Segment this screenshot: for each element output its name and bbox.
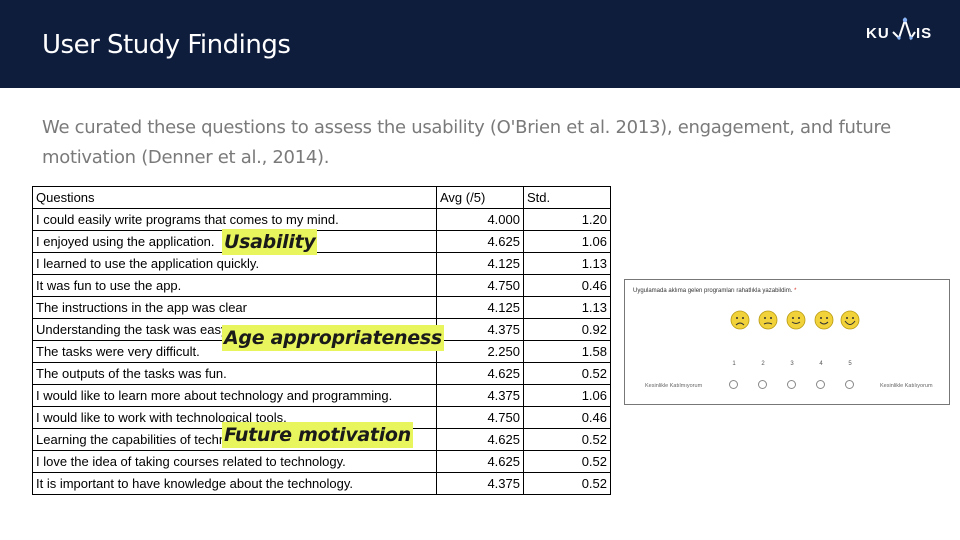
rating-radio[interactable] bbox=[729, 380, 738, 389]
question-cell: It is important to have knowledge about … bbox=[32, 472, 437, 495]
smile-face-icon bbox=[814, 310, 834, 330]
table-row: I could easily write programs that comes… bbox=[32, 208, 611, 231]
scale-number: 1 bbox=[732, 361, 736, 367]
question-cell: I could easily write programs that comes… bbox=[32, 208, 437, 231]
table-row: The outputs of the tasks was fun. 4.625 0.… bbox=[32, 362, 611, 385]
rating-radio[interactable] bbox=[787, 380, 796, 389]
age-appropriateness-tag: Age appropriateness bbox=[222, 325, 444, 351]
kuis-logo: KU IS bbox=[866, 16, 932, 42]
table-row: I would like to learn more about technol… bbox=[32, 384, 611, 407]
std-cell: 1.13 bbox=[523, 296, 611, 319]
table-row: I learned to use the application quickly… bbox=[32, 252, 611, 275]
question-cell: I learned to use the application quickly… bbox=[32, 252, 437, 275]
std-cell: 0.52 bbox=[523, 472, 611, 495]
scale-number: 5 bbox=[848, 361, 852, 367]
question-cell: I would like to learn more about technol… bbox=[32, 384, 437, 407]
table-row: I enjoyed using the application. 4.625 1.0… bbox=[32, 230, 611, 253]
table-row: It was fun to use the app. 4.750 0.46 bbox=[32, 274, 611, 297]
std-cell: 0.46 bbox=[523, 406, 611, 429]
left-anchor-label: Kesinlikle Katılmıyorum bbox=[645, 383, 703, 389]
table-row: It is important to have knowledge about … bbox=[32, 472, 611, 495]
survey-screenshot: Uygulamada aklıma gelen programları raha… bbox=[624, 279, 950, 405]
very-sad-face-icon bbox=[730, 310, 750, 330]
slide-subtitle: We curated these questions to assess the… bbox=[42, 117, 891, 168]
header-questions: Questions bbox=[32, 186, 437, 209]
std-cell: 0.52 bbox=[523, 428, 611, 451]
avg-cell: 4.750 bbox=[436, 406, 524, 429]
scale-number: 3 bbox=[790, 361, 794, 367]
slide-title: User Study Findings bbox=[42, 30, 291, 60]
question-cell: I love the idea of taking courses relate… bbox=[32, 450, 437, 473]
survey-question: Uygulamada aklıma gelen programları raha… bbox=[633, 288, 797, 294]
std-cell: 1.06 bbox=[523, 384, 611, 407]
slide-header: User Study Findings KU IS bbox=[0, 0, 960, 88]
avg-cell: 4.375 bbox=[436, 472, 524, 495]
neutral-smile-face-icon bbox=[786, 310, 806, 330]
avg-cell: 2.250 bbox=[436, 340, 524, 363]
std-cell: 1.58 bbox=[523, 340, 611, 363]
std-cell: 0.92 bbox=[523, 318, 611, 341]
future-motivation-tag: Future motivation bbox=[222, 422, 413, 448]
question-cell: The outputs of the tasks was fun. bbox=[32, 362, 437, 385]
sad-face-icon bbox=[758, 310, 778, 330]
usability-tag: Usability bbox=[222, 229, 318, 255]
header-avg: Avg (/5) bbox=[436, 186, 524, 209]
table-row: I love the idea of taking courses relate… bbox=[32, 450, 611, 473]
avg-cell: 4.125 bbox=[436, 252, 524, 275]
right-anchor-label: Kesinlikle Katılıyorum bbox=[880, 383, 933, 389]
questions-table: Questions Avg (/5) Std. I could easily w… bbox=[32, 186, 611, 495]
rating-radio[interactable] bbox=[845, 380, 854, 389]
rating-radio[interactable] bbox=[816, 380, 825, 389]
question-cell: The instructions in the app was clear bbox=[32, 296, 437, 319]
avg-cell: 4.625 bbox=[436, 428, 524, 451]
scale-number: 4 bbox=[819, 361, 823, 367]
avg-cell: 4.000 bbox=[436, 208, 524, 231]
avg-cell: 4.375 bbox=[436, 318, 524, 341]
rating-radio[interactable] bbox=[758, 380, 767, 389]
scale-number: 2 bbox=[761, 361, 765, 367]
avg-cell: 4.625 bbox=[436, 450, 524, 473]
svg-text:IS: IS bbox=[916, 25, 932, 42]
header-std: Std. bbox=[523, 186, 611, 209]
std-cell: 0.52 bbox=[523, 362, 611, 385]
std-cell: 0.46 bbox=[523, 274, 611, 297]
svg-text:KU: KU bbox=[866, 25, 890, 42]
avg-cell: 4.375 bbox=[436, 384, 524, 407]
std-cell: 1.20 bbox=[523, 208, 611, 231]
avg-cell: 4.750 bbox=[436, 274, 524, 297]
question-cell: It was fun to use the app. bbox=[32, 274, 437, 297]
std-cell: 1.13 bbox=[523, 252, 611, 275]
big-smile-face-icon bbox=[840, 310, 860, 330]
std-cell: 1.06 bbox=[523, 230, 611, 253]
table-row: The instructions in the app was clear 4.1… bbox=[32, 296, 611, 319]
std-cell: 0.52 bbox=[523, 450, 611, 473]
avg-cell: 4.625 bbox=[436, 230, 524, 253]
avg-cell: 4.625 bbox=[436, 362, 524, 385]
table-header-row: Questions Avg (/5) Std. bbox=[32, 186, 611, 209]
avg-cell: 4.125 bbox=[436, 296, 524, 319]
